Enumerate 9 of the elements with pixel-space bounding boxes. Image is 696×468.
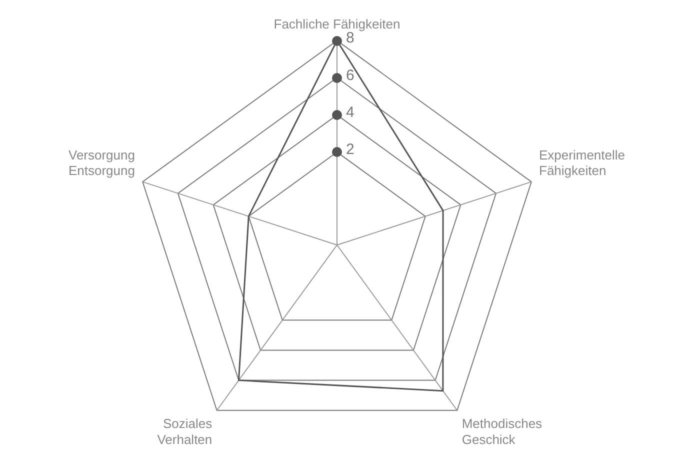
- y-tick-label: 2: [346, 141, 354, 158]
- spoke-label: Fachliche Fähigkeiten: [274, 16, 400, 32]
- spoke-label: Experimentelle Fähigkeiten: [539, 148, 626, 178]
- y-tick-label: 6: [346, 66, 354, 84]
- y-tick-label: 8: [346, 30, 354, 47]
- spoke-label: Methodisches Geschick: [462, 416, 543, 447]
- spoke-label: Soziales Verhalten: [157, 416, 213, 447]
- spoke-label: Versorgung Entsorgung: [68, 148, 135, 178]
- y-tick-label: 4: [346, 104, 354, 122]
